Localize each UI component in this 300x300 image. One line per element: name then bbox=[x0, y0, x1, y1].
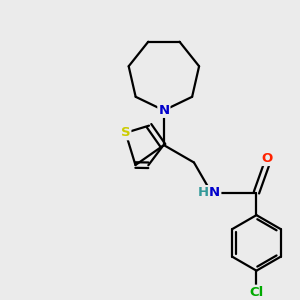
Text: H: H bbox=[206, 186, 217, 199]
Text: N: N bbox=[209, 186, 220, 199]
Text: O: O bbox=[261, 152, 272, 165]
Text: N: N bbox=[158, 104, 169, 117]
Text: S: S bbox=[121, 126, 130, 139]
Text: Cl: Cl bbox=[249, 286, 264, 299]
Text: H: H bbox=[197, 186, 208, 199]
